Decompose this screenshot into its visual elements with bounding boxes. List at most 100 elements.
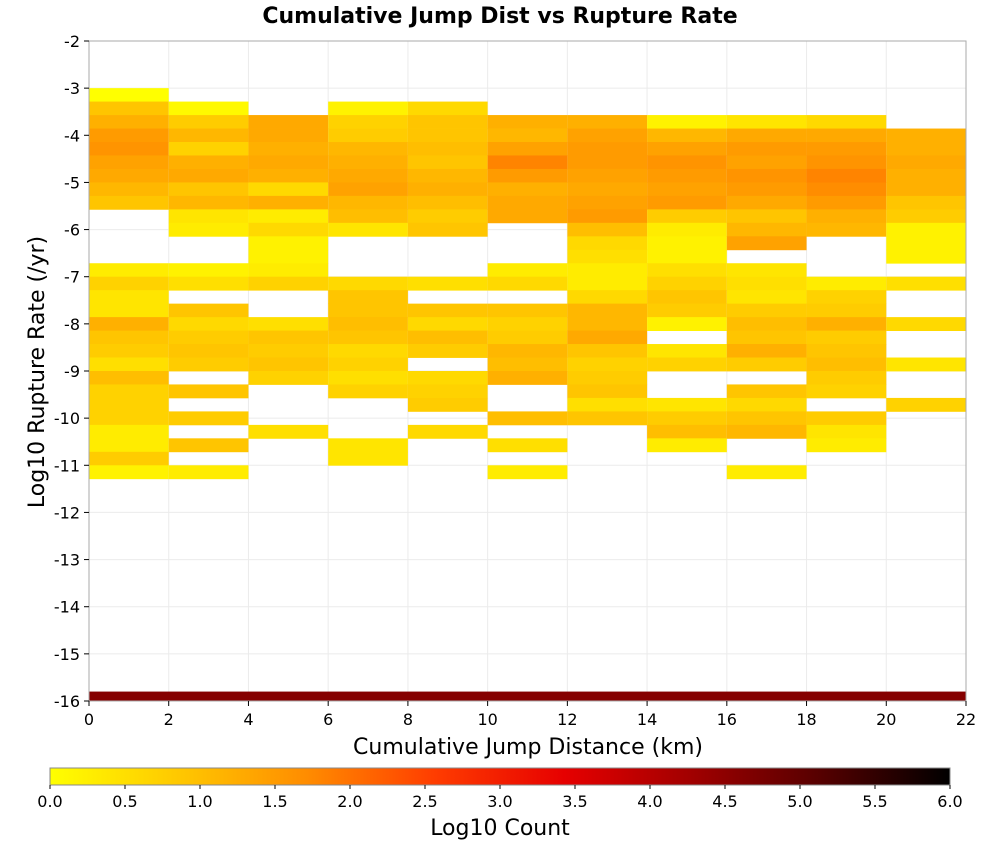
heatmap-cell bbox=[407, 209, 488, 224]
y-tick-label: -4 bbox=[64, 126, 80, 145]
heatmap-cell bbox=[328, 182, 408, 197]
colorbar-tick-label: 1.0 bbox=[187, 792, 212, 811]
heatmap-cell bbox=[328, 317, 408, 331]
heatmap-cell bbox=[886, 128, 966, 143]
heatmap-cell bbox=[647, 209, 727, 224]
heatmap-cell bbox=[89, 128, 169, 143]
chart-title: Cumulative Jump Dist vs Rupture Rate bbox=[262, 4, 737, 29]
heatmap-cell bbox=[886, 276, 966, 291]
heatmap-cell bbox=[328, 222, 408, 237]
heatmap-cell bbox=[647, 222, 727, 237]
heatmap-cell bbox=[407, 424, 488, 439]
heatmap-cell bbox=[168, 384, 249, 399]
heatmap-cell bbox=[407, 276, 488, 291]
heatmap-cell bbox=[168, 155, 249, 170]
heatmap-cell bbox=[726, 128, 807, 143]
heatmap-cell bbox=[407, 222, 488, 237]
heatmap-cell bbox=[407, 168, 488, 183]
heatmap-cell bbox=[89, 451, 169, 466]
heatmap-cell bbox=[487, 128, 568, 143]
heatmap-cell bbox=[726, 142, 807, 156]
heatmap-cell bbox=[328, 128, 408, 143]
x-tick-label: 8 bbox=[403, 710, 413, 729]
heatmap-cell bbox=[647, 236, 727, 251]
heatmap-cell bbox=[726, 290, 807, 305]
heatmap-cell bbox=[487, 155, 568, 170]
heatmap-cell bbox=[248, 128, 329, 143]
heatmap-cell bbox=[806, 128, 887, 143]
heatmap-cell bbox=[487, 317, 568, 331]
heatmap-cell bbox=[806, 155, 887, 170]
heatmap-cell bbox=[806, 371, 887, 385]
heatmap-cell bbox=[487, 357, 568, 372]
heatmap-cell bbox=[89, 101, 169, 116]
heatmap-cell bbox=[248, 115, 329, 129]
heatmap-cell bbox=[886, 222, 966, 237]
heatmap-cell bbox=[647, 155, 727, 170]
heatmap-cell bbox=[248, 222, 329, 237]
heatmap-cell bbox=[248, 263, 329, 278]
heatmap-cell bbox=[248, 236, 329, 251]
heatmap-cell bbox=[248, 424, 329, 439]
heatmap-cell bbox=[647, 438, 727, 453]
heatmap-cell bbox=[89, 290, 169, 305]
heatmap-cell bbox=[647, 424, 727, 439]
colorbar-tick-label: 5.0 bbox=[787, 792, 812, 811]
colorbar-tick-label: 5.5 bbox=[862, 792, 887, 811]
heatmap-cell bbox=[168, 411, 249, 426]
heatmap-cell bbox=[726, 303, 807, 318]
heatmap-cell bbox=[567, 344, 648, 358]
heatmap-cell bbox=[726, 384, 807, 399]
heatmap-cell bbox=[248, 276, 329, 291]
heatmap-cell bbox=[647, 411, 727, 426]
heatmap-cell bbox=[487, 182, 568, 197]
colorbar-tick-label: 4.5 bbox=[712, 792, 737, 811]
heatmap-cell bbox=[89, 263, 169, 278]
heatmap-cell bbox=[726, 155, 807, 170]
heatmap-cell bbox=[487, 371, 568, 385]
heatmap-cell bbox=[168, 195, 249, 210]
heatmap-cell bbox=[487, 303, 568, 318]
colorbar-tick-label: 6.0 bbox=[937, 792, 962, 811]
heatmap-cell bbox=[886, 168, 966, 183]
heatmap-cell bbox=[726, 236, 807, 251]
heatmap-cell bbox=[647, 317, 727, 331]
y-tick-label: -9 bbox=[64, 362, 80, 381]
y-tick-label: -3 bbox=[64, 79, 80, 98]
heatmap-cell bbox=[487, 330, 568, 345]
heatmap-cell bbox=[726, 263, 807, 278]
heatmap-cell bbox=[248, 371, 329, 385]
heatmap-cell bbox=[168, 209, 249, 224]
heatmap-cells bbox=[89, 88, 966, 701]
heatmap-cell bbox=[89, 182, 169, 197]
x-tick-label: 4 bbox=[243, 710, 253, 729]
heatmap-cell bbox=[567, 411, 648, 426]
heatmap-cell bbox=[806, 357, 887, 372]
heatmap-cell bbox=[567, 276, 648, 291]
heatmap-cell bbox=[726, 397, 807, 412]
heatmap-cell bbox=[407, 101, 488, 116]
heatmap-cell bbox=[726, 168, 807, 183]
heatmap-cell bbox=[487, 142, 568, 156]
x-tick-label: 2 bbox=[164, 710, 174, 729]
heatmap-cell bbox=[726, 330, 807, 345]
heatmap-cell bbox=[567, 195, 648, 210]
heatmap-cell bbox=[328, 155, 408, 170]
heatmap-cell bbox=[89, 371, 169, 385]
heatmap-cell bbox=[567, 371, 648, 385]
heatmap-cell bbox=[886, 195, 966, 210]
x-tick-label: 22 bbox=[956, 710, 976, 729]
heatmap-cell bbox=[407, 182, 488, 197]
x-tick-label: 16 bbox=[717, 710, 737, 729]
heatmap-cell bbox=[567, 303, 648, 318]
heatmap-cell bbox=[168, 330, 249, 345]
heatmap-cell bbox=[567, 397, 648, 412]
heatmap-cell bbox=[806, 182, 887, 197]
y-tick-label: -16 bbox=[54, 692, 80, 711]
heatmap-cell bbox=[168, 222, 249, 237]
heatmap-cell bbox=[806, 276, 887, 291]
heatmap-cell bbox=[407, 317, 488, 331]
heatmap-cell bbox=[328, 303, 408, 318]
heatmap-cell bbox=[328, 371, 408, 385]
heatmap-cell bbox=[168, 438, 249, 453]
